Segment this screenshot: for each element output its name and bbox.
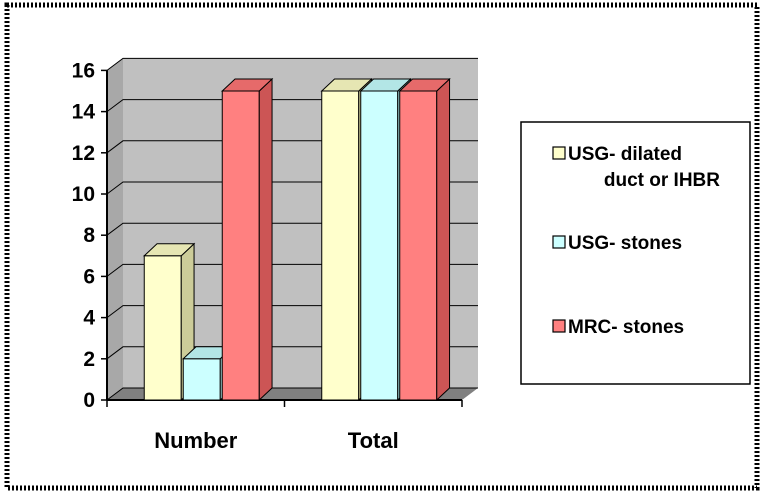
bar-top [359,78,412,92]
y-tick-label: 0 [83,389,95,412]
y-tick-label: 16 [72,59,95,82]
bar-side [436,77,451,402]
y-tick-label: 14 [72,101,96,124]
plot-area: 0 2 4 6 8 10 12 14 16 Number Total [72,57,478,453]
chart-border [4,2,760,491]
legend-swatch [552,235,566,249]
bar-side [258,77,273,402]
x-tick-label: Number [154,428,238,453]
legend-box [520,121,751,385]
y-tick-label: 12 [72,142,95,165]
bar-front [399,90,438,401]
legend-label: USG- dilated [568,144,682,165]
bar-front [143,255,182,401]
legend-label: duct or IHBR [604,170,720,191]
bar [398,77,451,402]
bar-top [220,78,274,92]
legend-swatch [552,319,566,333]
bar-top [142,243,196,257]
gridline [106,57,478,71]
legend-label: MRC- stones [568,317,684,338]
bar-top [398,78,451,92]
y-tick-label: 8 [83,224,95,247]
y-tick-label: 6 [83,265,95,288]
y-tick-label: 2 [83,348,95,371]
y-tick-label: 10 [72,183,95,206]
bar-front [221,90,260,401]
bar-top [320,78,373,92]
y-tick-label: 4 [83,307,95,330]
legend-label: USG- stones [568,233,682,254]
bar [220,77,274,402]
bar-front [360,90,399,401]
legend-swatch [552,146,566,160]
bar-front [321,90,360,401]
x-tick-label: Total [348,428,399,453]
bar-front [182,358,221,401]
legend: USG- dilated duct or IHBR USG- stones MRC- … [520,121,751,385]
